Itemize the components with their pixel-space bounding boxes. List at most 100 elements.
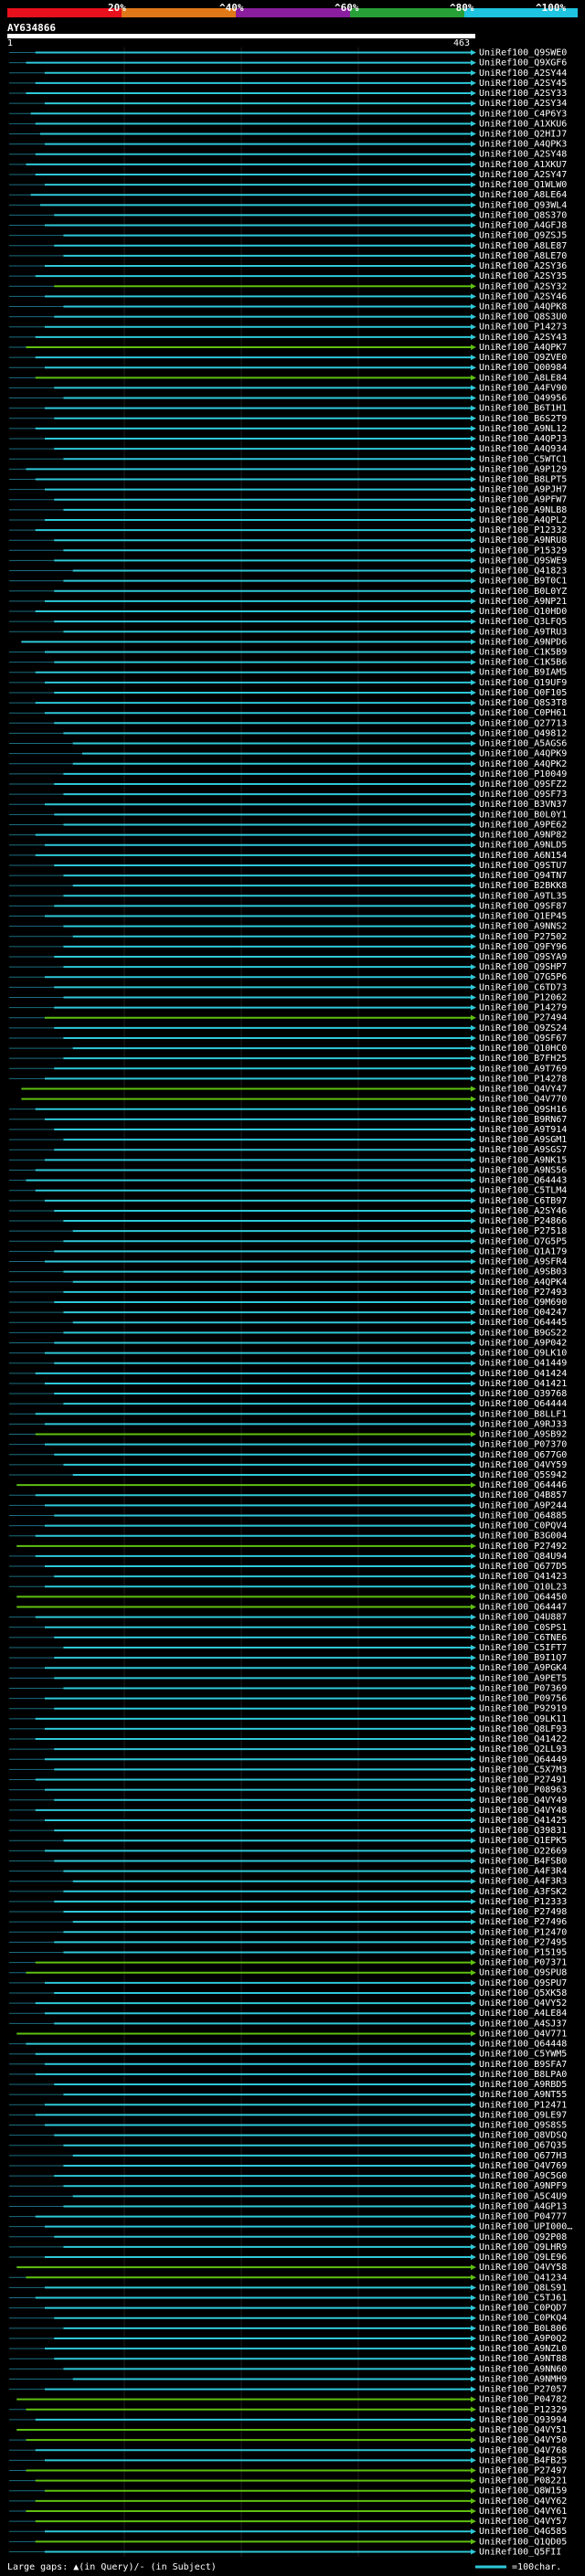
hit-label[interactable]: UniRef100_Q41424 [479,1369,567,1379]
hit-label[interactable]: UniRef100_P27518 [479,1226,567,1236]
hit-label[interactable]: UniRef100_A2SY34 [479,99,567,109]
hit-label[interactable]: UniRef100_A2SY35 [479,271,567,281]
hit-label[interactable]: UniRef100_Q4U887 [479,1613,567,1623]
hit-label[interactable]: UniRef100_Q64449 [479,1754,567,1765]
hit-label[interactable]: UniRef100_P12062 [479,992,567,1002]
hit-label[interactable]: UniRef100_P12471 [479,2100,567,2110]
hit-label[interactable]: UniRef100_A9NL12 [479,424,567,434]
hit-label[interactable]: UniRef100_P27498 [479,1907,567,1917]
hit-label[interactable]: UniRef100_A9SB03 [479,1267,567,1277]
hit-label[interactable]: UniRef100_C5IFT7 [479,1643,567,1653]
hit-label[interactable]: UniRef100_P27496 [479,1917,567,1927]
hit-label[interactable]: UniRef100_Q2HIJ7 [479,129,567,139]
hit-label[interactable]: UniRef100_Q00984 [479,363,567,373]
hit-label[interactable]: UniRef100_Q9STU7 [479,861,567,871]
hit-label[interactable]: UniRef100_A4QPL2 [479,515,567,525]
hit-label[interactable]: UniRef100_Q49956 [479,394,567,404]
hit-label[interactable]: UniRef100_Q9SF67 [479,1034,567,1044]
hit-label[interactable]: UniRef100_Q64450 [479,1592,567,1602]
hit-label[interactable]: UniRef100_Q93994 [479,2415,567,2425]
hit-label[interactable]: UniRef100_B6T1H1 [479,404,567,414]
hit-label[interactable]: UniRef100_Q84U94 [479,1552,567,1562]
hit-label[interactable]: UniRef100_Q9SHP7 [479,962,567,972]
hit-label[interactable]: UniRef100_Q5S942 [479,1470,567,1480]
hit-label[interactable]: UniRef100_A2SY45 [479,79,567,89]
hit-label[interactable]: UniRef100_Q9SPU7 [479,1978,567,1988]
hit-label[interactable]: UniRef100_Q41425 [479,1816,567,1826]
hit-label[interactable]: UniRef100_A2SY46 [479,292,567,302]
hit-label[interactable]: UniRef100_Q10HD0 [479,607,567,617]
hit-label[interactable]: UniRef100_A9PGK4 [479,1663,567,1673]
hit-label[interactable]: UniRef100_A9NT88 [479,2354,567,2364]
hit-label[interactable]: UniRef100_Q8VDSQ [479,2131,567,2141]
hit-label[interactable]: UniRef100_P12470 [479,1927,567,1937]
hit-label[interactable]: UniRef100_Q677H3 [479,2151,567,2161]
hit-label[interactable]: UniRef100_Q41449 [479,1359,567,1369]
hit-label[interactable]: UniRef100_A4Q934 [479,444,567,454]
hit-label[interactable]: UniRef100_Q9LE96 [479,2253,567,2263]
hit-label[interactable]: UniRef100_A9PET5 [479,1673,567,1683]
hit-label[interactable]: UniRef100_C0PKQ4 [479,2314,567,2324]
hit-label[interactable]: UniRef100_Q5FII [479,2547,561,2557]
hit-label[interactable]: UniRef100_A9T914 [479,1125,567,1135]
hit-label[interactable]: UniRef100_Q7G5P5 [479,1236,567,1246]
hit-label[interactable]: UniRef100_A9NP21 [479,597,567,607]
hit-label[interactable]: UniRef100_B9GS22 [479,1328,567,1338]
hit-label[interactable]: UniRef100_B2BKK8 [479,881,567,891]
hit-label[interactable]: UniRef100_P27495 [479,1937,567,1947]
hit-label[interactable]: UniRef100_A9NRU8 [479,535,567,546]
hit-label[interactable]: UniRef100_A8LE87 [479,241,567,251]
hit-label[interactable]: UniRef100_Q64885 [479,1511,567,1521]
hit-label[interactable]: UniRef100_Q41423 [479,1572,567,1582]
hit-label[interactable]: UniRef100_Q8LS91 [479,2283,567,2293]
hit-label[interactable]: UniRef100_A9PJH7 [479,485,567,495]
hit-label[interactable]: UniRef100_A9TL35 [479,891,567,901]
hit-label[interactable]: UniRef100_A4FV90 [479,383,567,393]
hit-label[interactable]: UniRef100_Q677G0 [479,1450,567,1460]
hit-label[interactable]: UniRef100_C5TLM4 [479,1186,567,1196]
hit-label[interactable]: UniRef100_Q41823 [479,567,567,577]
hit-label[interactable]: UniRef100_P07371 [479,1958,567,1968]
hit-label[interactable]: UniRef100_Q7G5P6 [479,972,567,982]
hit-label[interactable]: UniRef100_Q9SYA9 [479,952,567,962]
hit-label[interactable]: UniRef100_C0PH61 [479,708,567,718]
hit-label[interactable]: UniRef100_A9P129 [479,464,567,474]
hit-label[interactable]: UniRef100_Q4VY50 [479,2435,567,2445]
hit-label[interactable]: UniRef100_B4FB25 [479,2455,567,2465]
hit-label[interactable]: UniRef100_A9NN60 [479,2364,567,2374]
hit-label[interactable]: UniRef100_B9RN67 [479,1115,567,1125]
hit-label[interactable]: UniRef100_B3VN37 [479,800,567,810]
hit-label[interactable]: UniRef100_A2SY46 [479,1206,567,1216]
hit-label[interactable]: UniRef100_A9NLD5 [479,841,567,851]
hit-label[interactable]: UniRef100_Q9ZS24 [479,1023,567,1034]
hit-label[interactable]: UniRef100_Q64448 [479,2040,567,2050]
hit-label[interactable]: UniRef100_P27502 [479,932,567,942]
hit-label[interactable]: UniRef100_A8LE70 [479,251,567,261]
hit-label[interactable]: UniRef100_Q64443 [479,1176,567,1186]
hit-label[interactable]: UniRef100_Q4VY62 [479,2496,567,2507]
hit-label[interactable]: UniRef100_Q4V769 [479,2161,567,2171]
hit-label[interactable]: UniRef100_A9NMH9 [479,2374,567,2384]
hit-label[interactable]: UniRef100_A8LE84 [479,373,567,383]
hit-label[interactable]: UniRef100_P07369 [479,1683,567,1693]
hit-label[interactable]: UniRef100_Q8S3U0 [479,313,567,323]
hit-label[interactable]: UniRef100_A9C5G0 [479,2171,567,2181]
hit-label[interactable]: UniRef100_A2SY36 [479,261,567,271]
hit-label[interactable]: UniRef100_Q67Q35 [479,2141,567,2151]
hit-label[interactable]: UniRef100_A9NZL0 [479,2344,567,2354]
hit-label[interactable]: UniRef100_P14273 [479,323,567,333]
hit-label[interactable]: UniRef100_Q9SPU8 [479,1968,567,1978]
hit-label[interactable]: UniRef100_Q4VY58 [479,2263,567,2273]
hit-label[interactable]: UniRef100_P14279 [479,1003,567,1013]
hit-label[interactable]: UniRef100_C1K5B6 [479,658,567,668]
hit-label[interactable]: UniRef100_Q8W159 [479,2486,567,2496]
hit-label[interactable]: UniRef100_P07370 [479,1440,567,1450]
hit-label[interactable]: UniRef100_A2SY48 [479,150,567,160]
hit-label[interactable]: UniRef100_P27497 [479,2466,567,2476]
hit-label[interactable]: UniRef100_A4QPK4 [479,1277,567,1288]
hit-label[interactable]: UniRef100_Q1EP45 [479,912,567,922]
hit-label[interactable]: UniRef100_Q5XK58 [479,1988,567,1998]
hit-label[interactable]: UniRef100_P24866 [479,1216,567,1226]
hit-label[interactable]: UniRef100_C0PQD7 [479,2304,567,2314]
hit-label[interactable]: UniRef100_A9T769 [479,1064,567,1074]
